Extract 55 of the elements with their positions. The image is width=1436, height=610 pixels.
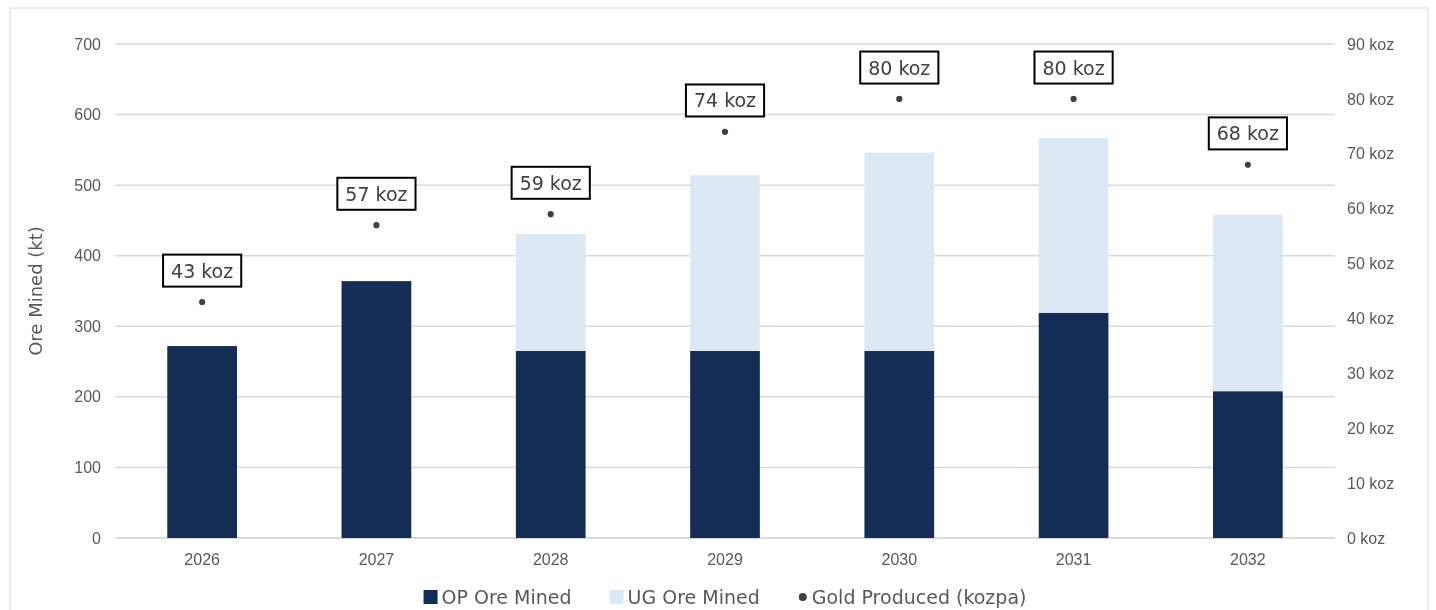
data-label: 74 koz (693, 89, 757, 112)
y-tick-label: 600 (74, 106, 102, 124)
y-tick-label: 500 (74, 176, 102, 194)
y-tick-label: 400 (74, 247, 102, 265)
bar (167, 346, 237, 538)
x-tick-label: 2030 (881, 551, 918, 569)
point (896, 95, 903, 102)
bar (864, 350, 935, 538)
y-tick-label: 200 (74, 388, 102, 406)
bar (515, 233, 586, 351)
data-label: 57 koz (345, 182, 408, 205)
y2-tick-label: 10 koz (1347, 474, 1395, 492)
y-tick-label: 0 (92, 529, 102, 547)
point (373, 222, 380, 229)
y2-tick-label: 70 koz (1347, 145, 1395, 163)
data-label: 43 koz (171, 259, 234, 282)
y2-tick-label: 50 koz (1347, 255, 1395, 273)
bar (1038, 312, 1109, 538)
bar (690, 350, 760, 538)
y2-tick-label: 0 koz (1347, 529, 1386, 547)
point (721, 128, 729, 135)
y2-tick-label: 90 koz (1347, 35, 1395, 53)
x-tick-label: 2028 (532, 551, 569, 569)
bar (690, 175, 760, 351)
y2-tick-label: 80 koz (1347, 90, 1395, 108)
legend-label: UG Ore Mined (627, 585, 760, 608)
y-tick-label: 100 (74, 459, 102, 477)
bar (1213, 391, 1283, 538)
y2-tick-label: 40 koz (1347, 310, 1395, 328)
data-label: 59 koz (519, 171, 582, 194)
x-tick-label: 2026 (184, 551, 221, 569)
bar (1038, 137, 1109, 313)
data-label: 68 koz (1216, 122, 1279, 145)
x-tick-label: 2031 (1055, 551, 1092, 569)
legend-label: Gold Produced (kozpa) (811, 585, 1027, 608)
y2-tick-label: 60 koz (1347, 200, 1395, 218)
legend-label: OP Ore Mined (441, 585, 572, 608)
x-tick-label: 2029 (707, 551, 743, 569)
y-tick-label: 300 (74, 317, 102, 335)
x-tick-label: 2032 (1230, 551, 1266, 569)
point (1070, 95, 1077, 102)
point (1244, 161, 1251, 168)
point (199, 298, 206, 306)
bar (515, 350, 586, 538)
y2-tick-label: 30 koz (1347, 364, 1395, 382)
x-tick-label: 2027 (358, 551, 395, 569)
point (547, 211, 554, 218)
bar (341, 281, 412, 538)
bar (864, 152, 935, 351)
bar (1213, 214, 1283, 392)
y2-tick-label: 20 koz (1347, 419, 1395, 437)
y-tick-label: 700 (74, 35, 102, 53)
data-label: 80 koz (868, 56, 931, 79)
data-label: 80 koz (1042, 56, 1105, 79)
y-axis-title: Ore Mined (kt) (25, 226, 46, 356)
